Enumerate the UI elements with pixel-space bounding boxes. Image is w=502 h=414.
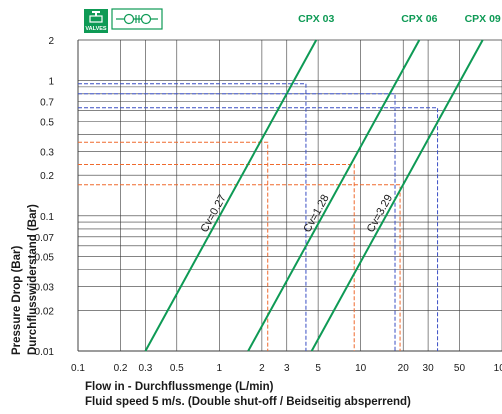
- series-name-label: CPX 06: [401, 13, 437, 25]
- grid: [77, 39, 502, 352]
- x-tick-label: 30: [423, 363, 435, 374]
- y-tick-label: 0.1: [40, 212, 54, 223]
- x-tick-label: 1: [217, 363, 223, 374]
- y-tick-label: 0.7: [40, 98, 54, 109]
- x-tick-label: 0.1: [71, 363, 85, 374]
- x-axis-title: Flow in - Durchflussmenge (L/min): [85, 381, 274, 393]
- guide-red: [78, 141, 269, 351]
- y-tick-label: 2: [48, 36, 54, 47]
- double-shutoff-coupling-icon: [111, 8, 163, 30]
- series-line: [247, 39, 421, 352]
- valve-icon: [89, 11, 103, 23]
- x-axis-note: Fluid speed 5 m/s. (Double shut-off / Be…: [85, 396, 411, 408]
- reference-guides: [78, 83, 439, 351]
- x-tick-label: 5: [315, 363, 321, 374]
- y-tick-label: 0.2: [40, 171, 54, 182]
- x-tick-label: 50: [454, 363, 466, 374]
- series-line: [310, 39, 484, 352]
- y-tick-label: 0.02: [35, 306, 55, 317]
- valves-badge-text: VALVES: [85, 26, 107, 32]
- x-tick-label: 2: [259, 363, 265, 374]
- x-tick-label: 0.3: [138, 363, 152, 374]
- x-tick-label: 3: [284, 363, 290, 374]
- guide-blue: [78, 83, 307, 351]
- y-tick-label: 0.01: [35, 347, 55, 358]
- guide-blue: [78, 107, 439, 351]
- x-tick-label: 0.5: [170, 363, 184, 374]
- x-tick-label: 100: [494, 363, 502, 374]
- y-tick-label: 0.5: [40, 117, 54, 128]
- series-name-label: CPX 03: [298, 13, 334, 25]
- x-tick-label: 20: [398, 363, 410, 374]
- y-tick-label: 0.3: [40, 147, 54, 158]
- x-tick-label: 10: [355, 363, 367, 374]
- y-tick-label: 1: [48, 77, 54, 88]
- series-line: [144, 39, 318, 352]
- y-tick-label: 0.07: [35, 233, 55, 244]
- valves-badge: VALVES: [84, 9, 108, 33]
- y-axis-title: Pressure Drop (Bar): [11, 246, 23, 355]
- y-tick-label: 0.05: [35, 253, 55, 264]
- series-lines: [144, 39, 484, 352]
- guide-red: [78, 163, 355, 351]
- y-axis-title-secondary: Durchflusswiderstand (Bar): [27, 204, 39, 355]
- guide-blue: [78, 93, 396, 351]
- series-name-label: CPX 09: [465, 13, 501, 25]
- x-tick-label: 0.2: [114, 363, 128, 374]
- guide-red: [78, 184, 401, 351]
- y-tick-label: 0.03: [35, 283, 55, 294]
